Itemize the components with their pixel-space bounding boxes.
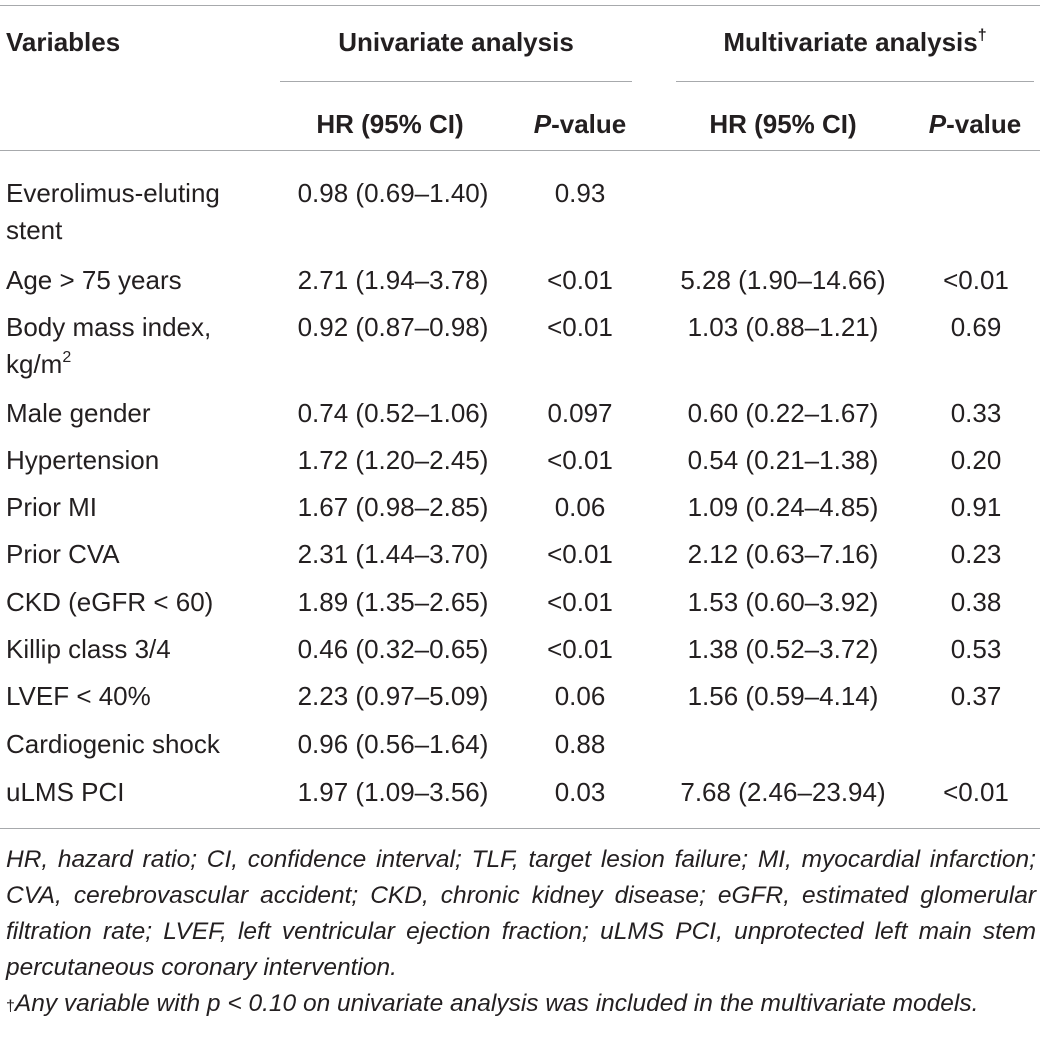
multi-hr-cell: 1.56 (0.59–4.14) [687,681,879,711]
uni-p-cell: 0.93 [554,178,606,208]
multi-hr-cell: 0.60 (0.22–1.67) [687,398,879,428]
univariate-span-rule [280,81,632,82]
uni-hr-cell: 2.23 (0.97–5.09) [297,681,489,711]
multi-hr-cell: 0.54 (0.21–1.38) [687,445,879,475]
uni-hr-cell: 2.71 (1.94–3.78) [297,265,489,295]
dagger-footnote-mark: † [6,998,15,1015]
header-multi-hr: HR (95% CI) [709,109,857,139]
uni-hr-cell: 1.97 (1.09–3.56) [297,777,489,807]
uni-p-cell: <0.01 [547,539,613,569]
multi-hr-cell: 7.68 (2.46–23.94) [680,777,886,807]
row-variable: Age > 75 years [6,265,182,295]
dagger-mark: † [977,27,987,44]
uni-p-cell: <0.01 [547,634,613,664]
multi-p-cell: 0.38 [950,587,1002,617]
uni-p-cell: 0.097 [547,398,613,428]
header-multivariate: Multivariate analysis† [723,27,987,57]
multi-p-cell: 0.53 [950,634,1002,664]
row-variable: LVEF < 40% [6,681,151,711]
row-variable: Killip class 3/4 [6,634,171,664]
uni-p-cell: <0.01 [547,265,613,295]
row-variable: Prior MI [6,492,97,522]
uni-p-cell: <0.01 [547,445,613,475]
top-rule [0,5,1040,6]
row-variable: Body mass index, [6,312,212,342]
row-variable: CKD (eGFR < 60) [6,587,214,617]
uni-hr-cell: 0.92 (0.87–0.98) [297,312,489,342]
uni-hr-cell: 1.89 (1.35–2.65) [297,587,489,617]
row-variable: Prior CVA [6,539,120,569]
uni-p-cell: <0.01 [547,312,613,342]
uni-p-cell: 0.06 [554,492,606,522]
multi-p-cell: 0.20 [950,445,1002,475]
multi-hr-cell: 1.03 (0.88–1.21) [687,312,879,342]
header-uni-hr: HR (95% CI) [316,109,464,139]
row-variable: Hypertension [6,445,160,475]
row-variable: Male gender [6,398,151,428]
header-bottom-rule [0,150,1040,151]
multi-hr-cell: 1.38 (0.52–3.72) [687,634,879,664]
multi-hr-cell: 5.28 (1.90–14.66) [680,265,886,295]
multi-hr-cell: 1.09 (0.24–4.85) [687,492,879,522]
uni-hr-cell: 0.98 (0.69–1.40) [297,178,489,208]
multi-p-cell: <0.01 [943,265,1009,295]
multi-p-cell: 0.37 [950,681,1002,711]
header-univariate: Univariate analysis [338,27,574,57]
uni-p-cell: <0.01 [547,587,613,617]
uni-p-cell: 0.88 [554,729,606,759]
abbreviations-footnote: HR, hazard ratio; CI, confidence interva… [6,846,1036,981]
multi-p-cell: 0.23 [950,539,1002,569]
multivariate-span-rule [676,81,1034,82]
uni-hr-cell: 2.31 (1.44–3.70) [297,539,489,569]
uni-hr-cell: 0.96 (0.56–1.64) [297,729,489,759]
dagger-footnote: †Any variable with p < 0.10 on univariat… [6,990,979,1017]
uni-hr-cell: 0.46 (0.32–0.65) [297,634,489,664]
header-multi-p: P-value [928,109,1022,139]
uni-hr-cell: 0.74 (0.52–1.06) [297,398,489,428]
multi-hr-cell: 1.53 (0.60–3.92) [687,587,879,617]
multi-p-cell: <0.01 [943,777,1009,807]
uni-p-cell: 0.03 [554,777,606,807]
multi-p-cell: 0.91 [950,492,1002,522]
table-footnotes: HR, hazard ratio; CI, confidence interva… [6,842,1036,1025]
row-variable: Everolimus-eluting [6,178,220,208]
row-variable: Cardiogenic shock [6,729,220,759]
uni-hr-cell: 1.67 (0.98–2.85) [297,492,489,522]
row-variable: uLMS PCI [6,777,125,807]
multi-p-cell: 0.69 [950,312,1002,342]
row-variable-continued: stent [6,215,63,245]
uni-hr-cell: 1.72 (1.20–2.45) [297,445,489,475]
multi-hr-cell: 2.12 (0.63–7.16) [687,539,879,569]
table-bottom-rule [0,828,1040,829]
uni-p-cell: 0.06 [554,681,606,711]
multi-p-cell: 0.33 [950,398,1002,428]
header-uni-p: P-value [533,109,627,139]
superscript: 2 [62,349,72,366]
header-variables: Variables [6,27,121,57]
row-variable-continued: kg/m2 [6,349,72,379]
